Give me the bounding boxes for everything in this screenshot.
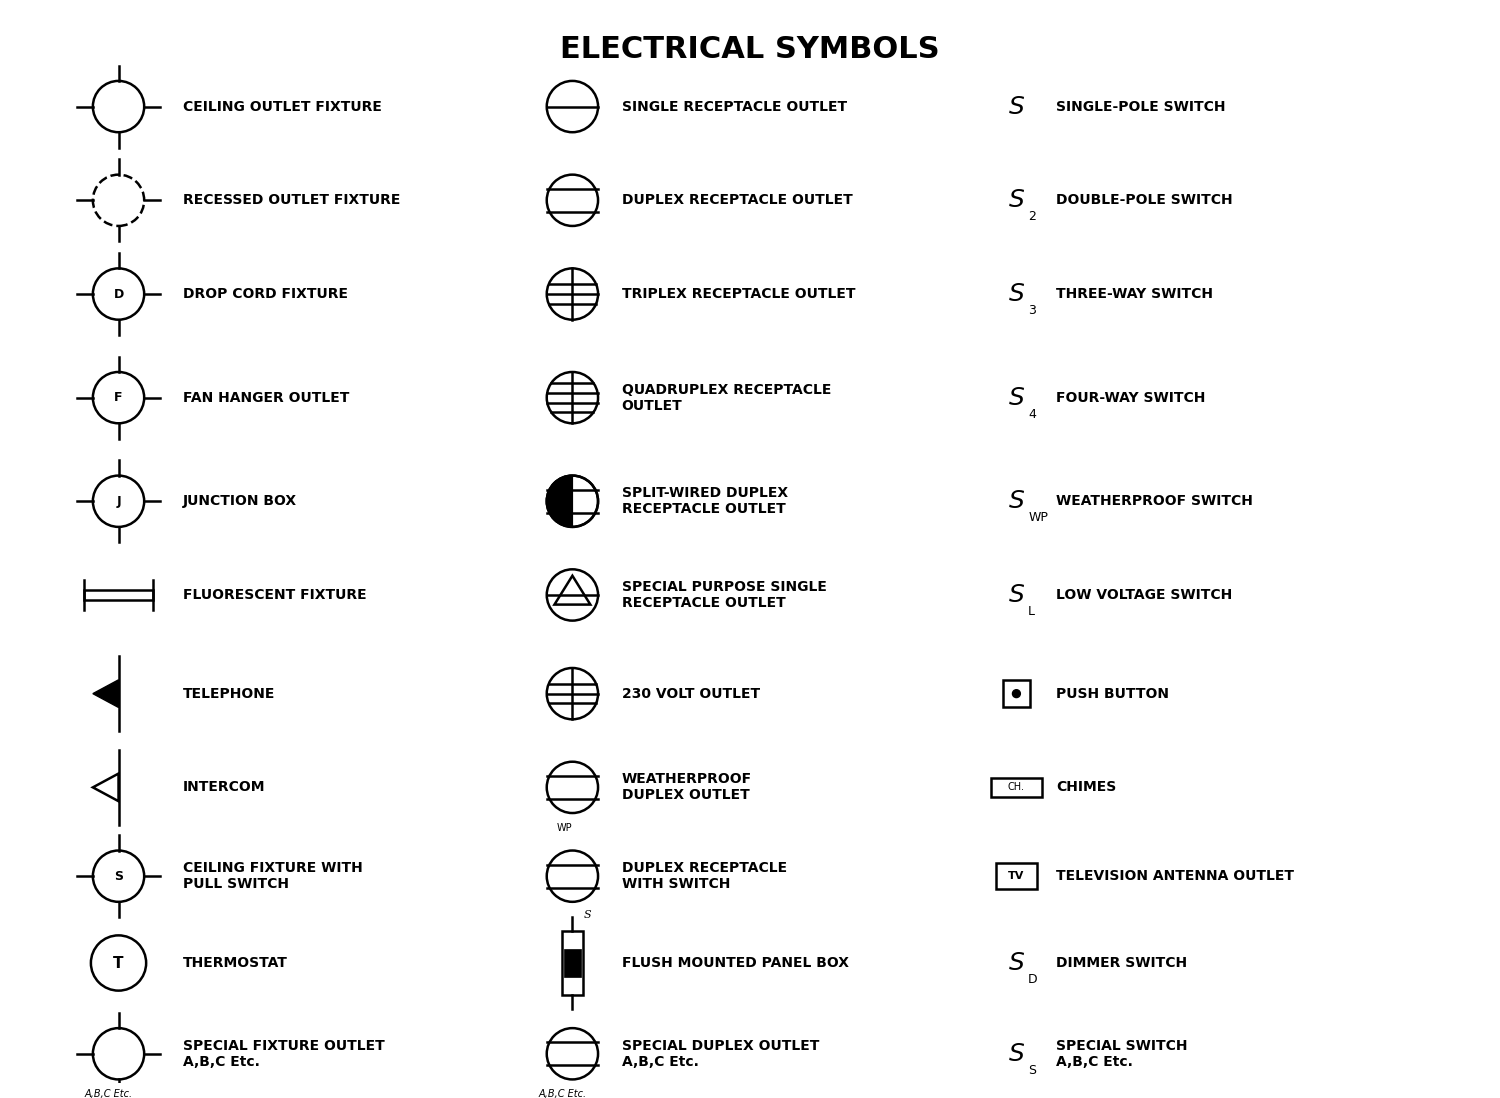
Bar: [564, 949, 582, 977]
Text: $S$: $S$: [1008, 490, 1025, 513]
Text: DIMMER SWITCH: DIMMER SWITCH: [1056, 956, 1186, 970]
Text: 3: 3: [1028, 304, 1036, 317]
Text: SPECIAL PURPOSE SINGLE
RECEPTACLE OUTLET: SPECIAL PURPOSE SINGLE RECEPTACLE OUTLET: [621, 580, 827, 610]
Text: FLUORESCENT FIXTURE: FLUORESCENT FIXTURE: [183, 587, 366, 602]
Text: THERMOSTAT: THERMOSTAT: [183, 956, 288, 970]
Text: 4: 4: [1028, 407, 1036, 421]
Text: $S$: $S$: [1008, 583, 1025, 607]
Text: DROP CORD FIXTURE: DROP CORD FIXTURE: [183, 287, 348, 301]
Circle shape: [546, 372, 598, 424]
Text: LOW VOLTAGE SWITCH: LOW VOLTAGE SWITCH: [1056, 587, 1232, 602]
Text: DOUBLE-POLE SWITCH: DOUBLE-POLE SWITCH: [1056, 193, 1233, 208]
Text: FOUR-WAY SWITCH: FOUR-WAY SWITCH: [1056, 391, 1205, 405]
Text: F: F: [114, 391, 123, 404]
Text: SINGLE-POLE SWITCH: SINGLE-POLE SWITCH: [1056, 100, 1226, 113]
Text: $S$: $S$: [1008, 94, 1025, 119]
Text: T: T: [114, 955, 125, 971]
Bar: [84, 590, 153, 600]
Text: JUNCTION BOX: JUNCTION BOX: [183, 494, 297, 508]
Bar: [996, 863, 1036, 889]
Text: J: J: [116, 495, 122, 507]
Text: 230 VOLT OUTLET: 230 VOLT OUTLET: [621, 686, 760, 701]
Text: WEATHERPROOF
DUPLEX OUTLET: WEATHERPROOF DUPLEX OUTLET: [621, 772, 752, 803]
Text: S: S: [584, 910, 591, 920]
Text: FLUSH MOUNTED PANEL BOX: FLUSH MOUNTED PANEL BOX: [621, 956, 849, 970]
Text: DUPLEX RECEPTACLE
WITH SWITCH: DUPLEX RECEPTACLE WITH SWITCH: [621, 861, 788, 892]
Text: RECESSED OUTLET FIXTURE: RECESSED OUTLET FIXTURE: [183, 193, 400, 208]
Text: S: S: [114, 870, 123, 883]
Text: D: D: [1028, 973, 1038, 986]
Circle shape: [546, 475, 598, 527]
Text: A,B,C Etc.: A,B,C Etc.: [84, 1089, 132, 1098]
Bar: [1002, 680, 1031, 707]
Text: $S$: $S$: [1008, 951, 1025, 975]
Circle shape: [546, 851, 598, 901]
Text: $S$: $S$: [1008, 282, 1025, 306]
Circle shape: [1013, 690, 1020, 697]
Text: D: D: [114, 288, 123, 301]
Text: CEILING FIXTURE WITH
PULL SWITCH: CEILING FIXTURE WITH PULL SWITCH: [183, 861, 363, 892]
Text: ELECTRICAL SYMBOLS: ELECTRICAL SYMBOLS: [560, 35, 940, 64]
Text: L: L: [1028, 605, 1035, 618]
Circle shape: [546, 570, 598, 620]
Bar: [992, 777, 1042, 797]
Text: $S$: $S$: [1008, 188, 1025, 212]
Circle shape: [546, 175, 598, 226]
Text: CH.: CH.: [1008, 783, 1025, 793]
Text: SPECIAL FIXTURE OUTLET
A,B,C Etc.: SPECIAL FIXTURE OUTLET A,B,C Etc.: [183, 1039, 384, 1068]
Circle shape: [546, 268, 598, 320]
Text: QUADRUPLEX RECEPTACLE
OUTLET: QUADRUPLEX RECEPTACLE OUTLET: [621, 382, 831, 413]
Text: TRIPLEX RECEPTACLE OUTLET: TRIPLEX RECEPTACLE OUTLET: [621, 287, 855, 301]
Polygon shape: [546, 475, 573, 527]
Text: SPLIT-WIRED DUPLEX
RECEPTACLE OUTLET: SPLIT-WIRED DUPLEX RECEPTACLE OUTLET: [621, 486, 788, 516]
Text: TELEPHONE: TELEPHONE: [183, 686, 274, 701]
Text: PUSH BUTTON: PUSH BUTTON: [1056, 686, 1168, 701]
Text: SPECIAL DUPLEX OUTLET
A,B,C Etc.: SPECIAL DUPLEX OUTLET A,B,C Etc.: [621, 1039, 819, 1068]
Text: DUPLEX RECEPTACLE OUTLET: DUPLEX RECEPTACLE OUTLET: [621, 193, 852, 208]
Text: CHIMES: CHIMES: [1056, 781, 1116, 794]
Text: WEATHERPROOF SWITCH: WEATHERPROOF SWITCH: [1056, 494, 1252, 508]
Bar: [561, 931, 584, 995]
Text: CEILING OUTLET FIXTURE: CEILING OUTLET FIXTURE: [183, 100, 381, 113]
Text: SINGLE RECEPTACLE OUTLET: SINGLE RECEPTACLE OUTLET: [621, 100, 848, 113]
Circle shape: [546, 762, 598, 813]
Circle shape: [546, 668, 598, 719]
Text: FAN HANGER OUTLET: FAN HANGER OUTLET: [183, 391, 350, 405]
Text: SPECIAL SWITCH
A,B,C Etc.: SPECIAL SWITCH A,B,C Etc.: [1056, 1039, 1188, 1068]
Text: S: S: [1028, 1064, 1036, 1077]
Text: TELEVISION ANTENNA OUTLET: TELEVISION ANTENNA OUTLET: [1056, 870, 1294, 883]
Text: $S$: $S$: [1008, 1042, 1025, 1066]
Circle shape: [546, 81, 598, 132]
Text: 2: 2: [1028, 210, 1036, 223]
Text: THREE-WAY SWITCH: THREE-WAY SWITCH: [1056, 287, 1214, 301]
Text: $S$: $S$: [1008, 385, 1025, 410]
Text: WP: WP: [556, 822, 573, 833]
Text: INTERCOM: INTERCOM: [183, 781, 266, 794]
Text: WP: WP: [1028, 511, 1048, 524]
Circle shape: [546, 1028, 598, 1079]
Text: A,B,C Etc.: A,B,C Etc.: [538, 1089, 586, 1098]
Polygon shape: [93, 680, 118, 707]
Text: TV: TV: [1008, 871, 1025, 882]
